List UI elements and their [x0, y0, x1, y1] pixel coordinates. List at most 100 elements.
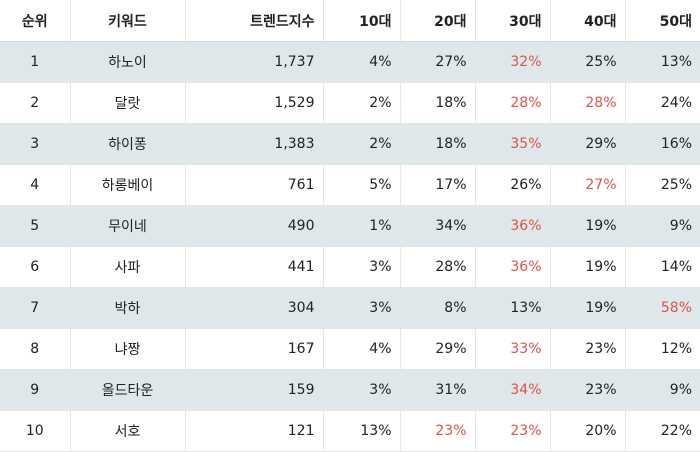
cell-age-40s: 27%: [550, 164, 626, 206]
table-row: 9 올드타운 159 3% 31% 34% 23% 9%: [0, 369, 700, 411]
table-row: 6 사파 441 3% 28% 36% 19% 14%: [0, 246, 700, 288]
cell-age-30s: 36%: [475, 246, 551, 288]
cell-age-30s: 28%: [475, 82, 551, 124]
cell-age-50s: 58%: [625, 287, 700, 329]
header-age-50s: 50대: [625, 0, 700, 42]
cell-trend-index: 1,737: [185, 41, 324, 83]
cell-age-50s: 9%: [625, 369, 700, 411]
cell-trend-index: 441: [185, 246, 324, 288]
cell-age-40s: 19%: [550, 205, 626, 247]
header-age-20s: 20대: [400, 0, 476, 42]
cell-age-40s: 19%: [550, 246, 626, 288]
cell-age-50s: 13%: [625, 41, 700, 83]
cell-rank: 8: [0, 328, 71, 370]
cell-age-10s: 2%: [323, 82, 401, 124]
cell-age-20s: 31%: [400, 369, 476, 411]
cell-age-20s: 27%: [400, 41, 476, 83]
cell-age-20s: 8%: [400, 287, 476, 329]
cell-keyword: 하이퐁: [70, 123, 186, 165]
cell-age-40s: 25%: [550, 41, 626, 83]
table-row: 4 하롱베이 761 5% 17% 26% 27% 25%: [0, 164, 700, 206]
cell-age-30s: 34%: [475, 369, 551, 411]
cell-age-50s: 16%: [625, 123, 700, 165]
cell-age-40s: 29%: [550, 123, 626, 165]
cell-keyword: 냐짱: [70, 328, 186, 370]
cell-age-10s: 4%: [323, 328, 401, 370]
cell-rank: 6: [0, 246, 71, 288]
table-row: 8 냐짱 167 4% 29% 33% 23% 12%: [0, 328, 700, 370]
cell-trend-index: 167: [185, 328, 324, 370]
cell-age-40s: 28%: [550, 82, 626, 124]
cell-age-10s: 3%: [323, 369, 401, 411]
cell-age-30s: 35%: [475, 123, 551, 165]
header-keyword: 키워드: [70, 0, 186, 42]
cell-rank: 10: [0, 410, 71, 452]
table-row: 2 달랏 1,529 2% 18% 28% 28% 24%: [0, 82, 700, 124]
cell-age-30s: 32%: [475, 41, 551, 83]
cell-age-10s: 3%: [323, 287, 401, 329]
cell-age-10s: 1%: [323, 205, 401, 247]
cell-age-50s: 9%: [625, 205, 700, 247]
cell-trend-index: 490: [185, 205, 324, 247]
cell-trend-index: 1,383: [185, 123, 324, 165]
cell-age-20s: 34%: [400, 205, 476, 247]
cell-age-50s: 24%: [625, 82, 700, 124]
table-row: 7 박하 304 3% 8% 13% 19% 58%: [0, 287, 700, 329]
cell-rank: 1: [0, 41, 71, 83]
cell-age-10s: 5%: [323, 164, 401, 206]
cell-trend-index: 304: [185, 287, 324, 329]
cell-age-40s: 23%: [550, 369, 626, 411]
cell-age-20s: 29%: [400, 328, 476, 370]
cell-age-20s: 28%: [400, 246, 476, 288]
cell-age-30s: 26%: [475, 164, 551, 206]
cell-keyword: 서호: [70, 410, 186, 452]
cell-age-40s: 19%: [550, 287, 626, 329]
cell-age-10s: 4%: [323, 41, 401, 83]
cell-age-30s: 36%: [475, 205, 551, 247]
cell-rank: 2: [0, 82, 71, 124]
cell-keyword: 올드타운: [70, 369, 186, 411]
cell-rank: 3: [0, 123, 71, 165]
cell-rank: 4: [0, 164, 71, 206]
header-age-10s: 10대: [323, 0, 401, 42]
cell-rank: 9: [0, 369, 71, 411]
cell-age-30s: 33%: [475, 328, 551, 370]
cell-keyword: 하롱베이: [70, 164, 186, 206]
cell-keyword: 사파: [70, 246, 186, 288]
cell-age-30s: 23%: [475, 410, 551, 452]
cell-age-40s: 20%: [550, 410, 626, 452]
cell-rank: 7: [0, 287, 71, 329]
cell-age-30s: 13%: [475, 287, 551, 329]
cell-trend-index: 761: [185, 164, 324, 206]
cell-trend-index: 1,529: [185, 82, 324, 124]
table-row: 1 하노이 1,737 4% 27% 32% 25% 13%: [0, 41, 700, 83]
cell-age-20s: 18%: [400, 82, 476, 124]
cell-keyword: 하노이: [70, 41, 186, 83]
header-age-30s: 30대: [475, 0, 551, 42]
cell-age-40s: 23%: [550, 328, 626, 370]
cell-age-20s: 17%: [400, 164, 476, 206]
table-body: 1 하노이 1,737 4% 27% 32% 25% 13% 2 달랏 1,529 2% 18% 28% 2…: [0, 41, 700, 452]
cell-keyword: 달랏: [70, 82, 186, 124]
cell-age-10s: 13%: [323, 410, 401, 452]
header-row: 순위 키워드 트렌드지수 10대 20대 30대 40대 50대: [0, 0, 700, 42]
cell-age-50s: 12%: [625, 328, 700, 370]
cell-trend-index: 121: [185, 410, 324, 452]
table-row: 3 하이퐁 1,383 2% 18% 35% 29% 16%: [0, 123, 700, 165]
cell-age-20s: 18%: [400, 123, 476, 165]
table-row: 5 무이네 490 1% 34% 36% 19% 9%: [0, 205, 700, 247]
table-row: 10 서호 121 13% 23% 23% 20% 22%: [0, 410, 700, 452]
cell-age-50s: 14%: [625, 246, 700, 288]
cell-keyword: 박하: [70, 287, 186, 329]
cell-age-20s: 23%: [400, 410, 476, 452]
header-trend-index: 트렌드지수: [185, 0, 324, 42]
cell-trend-index: 159: [185, 369, 324, 411]
cell-age-50s: 22%: [625, 410, 700, 452]
cell-age-50s: 25%: [625, 164, 700, 206]
cell-keyword: 무이네: [70, 205, 186, 247]
cell-age-10s: 3%: [323, 246, 401, 288]
header-age-40s: 40대: [550, 0, 626, 42]
table-header: 순위 키워드 트렌드지수 10대 20대 30대 40대 50대: [0, 0, 700, 42]
cell-rank: 5: [0, 205, 71, 247]
